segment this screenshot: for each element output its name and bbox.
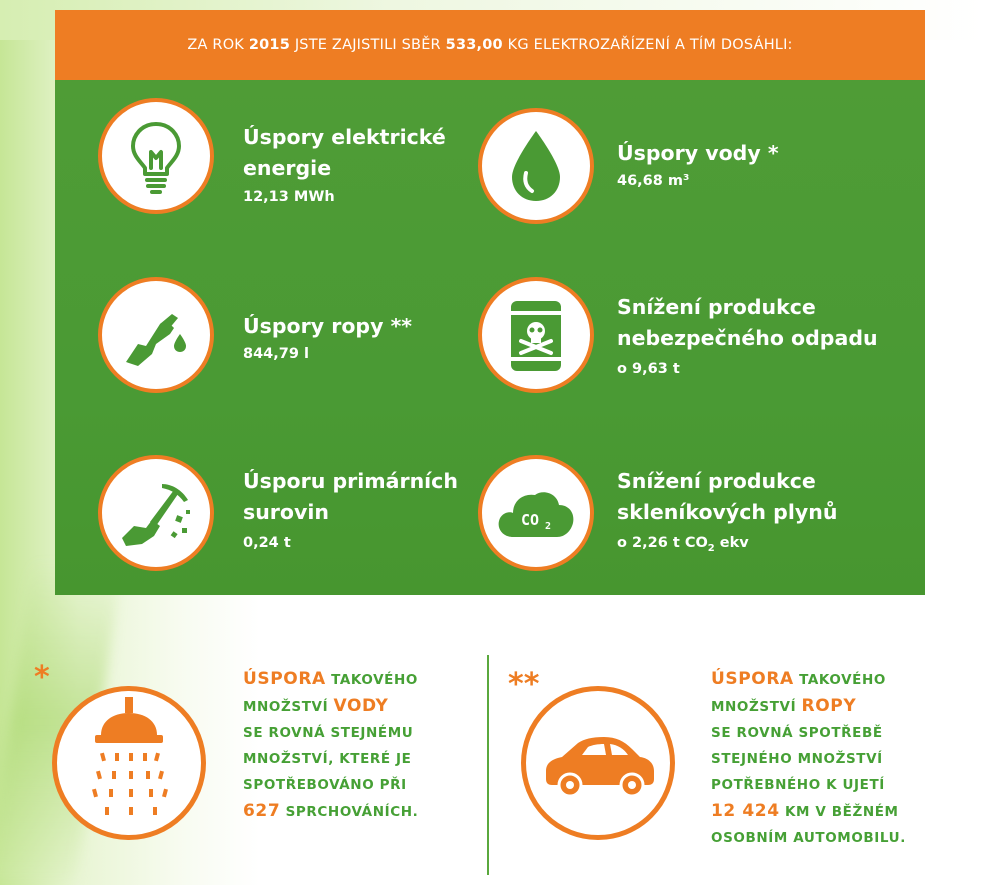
item-electricity-title-line1: Úspory elektrické	[243, 125, 446, 149]
item-materials-title-line1: Úsporu primárních	[243, 469, 458, 493]
item-waste-title-line2: nebezpečného odpadu	[617, 326, 878, 350]
oil-note-line3: SE ROVNÁ SPOTŘEBĚ	[711, 725, 883, 741]
banner-amount: 533,00	[445, 37, 503, 53]
banner-year: 2015	[248, 37, 291, 53]
co2-cloud-icon: CO 2	[478, 455, 594, 571]
water-note-word4: VODY	[333, 696, 389, 716]
item-ghg-title-line1: Snížení produkce	[617, 469, 816, 493]
item-ghg-title-line2: skleníkových plynů	[617, 500, 838, 524]
water-note-word2: TAKOVÉHO	[331, 672, 418, 688]
fuel-nozzle-icon	[98, 277, 214, 393]
oil-note-word4: ROPY	[801, 696, 857, 716]
water-note-line5: SPOTŘEBOVÁNO PŘI	[243, 777, 407, 793]
banner-suffix: KG ELEKTROZAŘÍZENÍ A TÍM DOSÁHLI:	[507, 37, 793, 53]
item-ghg-title: Snížení produkce skleníkových plynů	[617, 466, 837, 528]
water-note-line4: MNOŽSTVÍ, KTERÉ JE	[243, 751, 412, 767]
item-water-value: 46,68 m³	[617, 173, 690, 189]
oil-note-line7: OSOBNÍM AUTOMOBILU.	[711, 830, 906, 846]
light-bulb-icon	[98, 98, 214, 214]
svg-text:2: 2	[545, 521, 551, 532]
item-materials-title: Úsporu primárních surovin	[243, 466, 458, 528]
item-oil-value: 844,79 l	[243, 346, 309, 362]
oil-note-marker: **	[508, 667, 540, 702]
oil-note-line6: KM V BĚŽNÉM	[784, 804, 899, 820]
banner-middle: JSTE ZAJISTILI SBĚR	[294, 37, 441, 53]
section-divider	[487, 655, 489, 875]
water-note-number: 627	[243, 801, 281, 821]
banner-prefix: ZA ROK	[187, 37, 245, 53]
water-note-word1: ÚSPORA	[243, 669, 326, 689]
item-waste-title: Snížení produkce nebezpečného odpadu	[617, 292, 878, 354]
item-electricity-value: 12,13 MWh	[243, 189, 335, 205]
oil-note-number: 12 424	[711, 801, 780, 821]
oil-note-word2: TAKOVÉHO	[799, 672, 886, 688]
oil-note-line4: STEJNÉHO MNOŽSTVÍ	[711, 751, 883, 767]
item-water-title: Úspory vody *	[617, 141, 779, 165]
item-electricity-title: Úspory elektrické energie	[243, 122, 446, 184]
water-note-line3: SE ROVNÁ STEJNÉMU	[243, 725, 414, 741]
item-electricity-title-line2: energie	[243, 156, 332, 180]
oil-note-line5: POTŘEBNÉHO K UJETÍ	[711, 777, 885, 793]
summary-banner: ZA ROK 2015 JSTE ZAJISTILI SBĚR 533,00 K…	[55, 10, 925, 80]
item-oil-title: Úspory ropy **	[243, 314, 413, 338]
oil-note-word3: MNOŽSTVÍ	[711, 699, 797, 715]
water-drop-icon	[478, 108, 594, 224]
item-waste-value: o 9,63 t	[617, 361, 680, 377]
svg-text:CO: CO	[521, 511, 539, 529]
item-ghg-value-suffix: ekv	[714, 535, 749, 551]
shower-icon	[52, 686, 206, 840]
car-icon	[521, 686, 675, 840]
water-note-line6: SPRCHOVÁNÍCH.	[285, 804, 419, 820]
item-materials-value: 0,24 t	[243, 535, 291, 551]
pickaxe-icon	[98, 455, 214, 571]
oil-note-text: ÚSPORA TAKOVÉHO MNOŽSTVÍ ROPY SE ROVNÁ S…	[711, 666, 906, 851]
water-note-text: ÚSPORA TAKOVÉHO MNOŽSTVÍ VODY SE ROVNÁ S…	[243, 666, 418, 825]
item-ghg-value-prefix: o 2,26 t CO	[617, 535, 708, 551]
oil-note-word1: ÚSPORA	[711, 669, 794, 689]
item-materials-title-line2: surovin	[243, 500, 329, 524]
item-ghg-value: o 2,26 t CO2 ekv	[617, 534, 749, 558]
item-waste-title-line1: Snížení produkce	[617, 295, 816, 319]
water-note-marker: *	[34, 660, 50, 695]
water-note-word3: MNOŽSTVÍ	[243, 699, 329, 715]
toxic-barrel-icon	[478, 277, 594, 393]
item-ghg-value-sub: 2	[707, 542, 715, 554]
